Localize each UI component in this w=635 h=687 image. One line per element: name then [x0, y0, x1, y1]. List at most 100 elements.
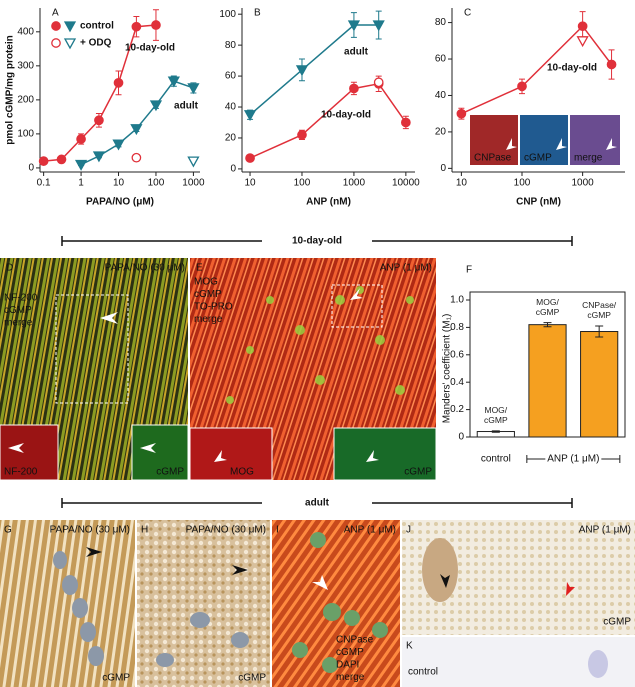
inset-label: cGMP: [102, 673, 130, 684]
label-bg: [262, 493, 372, 513]
data-point: [56, 154, 67, 165]
annotation: 10-day-old: [125, 43, 175, 54]
data-point: [243, 110, 257, 122]
panel-title: PAPA/NO (30 μM): [105, 263, 185, 274]
y-tick-label: 0: [230, 164, 236, 175]
y-tick-label: 20: [225, 133, 237, 144]
x-axis-label: CNP (nM): [516, 197, 561, 208]
nuclei: [53, 551, 104, 666]
panel-title: ANP (1 μM): [344, 525, 396, 536]
inset-label: cGMP: [404, 467, 432, 478]
inset: [470, 115, 518, 165]
panel-letter: A: [52, 8, 59, 19]
data-point: [149, 100, 163, 112]
data-point: [349, 83, 359, 94]
y-tick-label: 300: [17, 60, 34, 71]
inset-label: cGMP: [524, 153, 552, 164]
x-tick-label: 100: [294, 178, 311, 189]
y-axis-label: Manders' coefficient (M₁): [442, 314, 453, 424]
error-bar: [491, 430, 500, 433]
panel-letter: K: [406, 641, 413, 652]
panel-letter: D: [6, 263, 13, 274]
data-point: [456, 108, 467, 119]
legend-marker: [63, 38, 77, 50]
annotation: 10-day-old: [547, 63, 597, 74]
y-tick-label: 100: [219, 9, 236, 20]
roi-box: [331, 284, 383, 328]
data-point: [167, 76, 180, 88]
data-point: [373, 77, 384, 88]
data-point: [295, 65, 309, 77]
x-tick-label: 10: [456, 178, 468, 189]
inset: [189, 427, 273, 481]
channel-label: cGMP: [4, 305, 32, 316]
y-tick-label: 20: [435, 127, 447, 138]
data-point: [112, 139, 125, 151]
bar: [528, 324, 567, 438]
data-point: [76, 134, 86, 144]
data-point: [187, 156, 200, 168]
data-point: [401, 117, 411, 128]
series-line: [249, 24, 379, 116]
inset-label: cGMP: [238, 673, 266, 684]
panel-title: ANP (1 μM): [380, 263, 432, 274]
panel-title: ANP (1 μM): [579, 525, 631, 536]
x-tick-label: 100: [148, 178, 165, 189]
inset-label: CNPase: [474, 153, 512, 164]
section-title: adult: [305, 498, 330, 509]
panel-letter: G: [4, 525, 12, 536]
y-tick-label: 0.8: [450, 322, 464, 333]
y-tick-label: 1.0: [450, 295, 464, 306]
data-point: [151, 20, 161, 30]
panel-letter: C: [464, 8, 471, 19]
data-point: [113, 78, 124, 88]
data-point: [38, 156, 49, 166]
nucleus: [588, 650, 608, 678]
annotation: 10-day-old: [321, 110, 371, 121]
inset-label: NF-200: [4, 467, 38, 478]
x-axis-label: PAPA/NO (μM): [86, 197, 154, 208]
y-tick-label: 0.2: [450, 404, 464, 415]
cells: [292, 532, 388, 673]
x-tick-label: 10000: [392, 178, 420, 189]
data-point: [131, 152, 142, 163]
series-line: [461, 25, 613, 115]
channel-label: merge: [4, 318, 33, 329]
legend-label: + ODQ: [80, 38, 112, 49]
channel-label: merge: [194, 314, 223, 325]
dark-arrowheads: [86, 547, 575, 596]
data-point: [577, 21, 588, 32]
error-bar: [595, 325, 604, 338]
category-label: MOG/ cGMP: [535, 296, 560, 317]
x-tick-label: 10: [113, 178, 125, 189]
category-label: MOG/ cGMP: [484, 404, 508, 425]
cells: [226, 286, 414, 404]
panel-letter: H: [141, 525, 148, 536]
data-point: [606, 59, 617, 70]
channel-label: merge: [336, 672, 365, 683]
y-tick-label: 0: [458, 432, 464, 443]
x-tick-label: 1000: [182, 178, 205, 189]
data-point: [347, 20, 361, 32]
label-bg: [262, 231, 372, 251]
x-tick-label: 10: [244, 178, 256, 189]
inset: [520, 115, 568, 165]
inset: [0, 424, 59, 481]
label-bg: [545, 452, 602, 466]
group-label: control: [481, 454, 511, 465]
channel-label: TO-PRO: [194, 302, 233, 313]
y-tick-label: 200: [17, 95, 34, 106]
y-tick-label: 0: [28, 163, 34, 174]
inset-label: merge: [574, 153, 603, 164]
inset: [333, 427, 437, 481]
y-tick-label: 0.4: [450, 377, 464, 388]
panel-letter: J: [406, 525, 411, 536]
nuclei: [156, 612, 249, 667]
data-point: [130, 124, 143, 136]
y-tick-label: 80: [225, 40, 237, 51]
inset: [131, 424, 189, 481]
panel-letter: F: [466, 265, 472, 276]
data-point: [297, 130, 307, 140]
